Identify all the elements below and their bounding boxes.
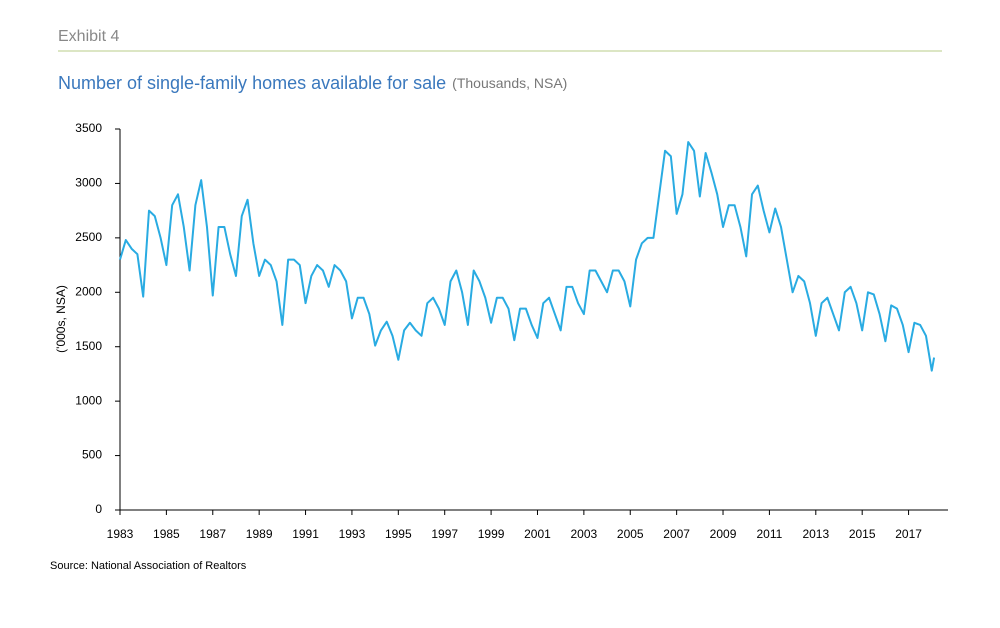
x-tick-label: 1997: [431, 527, 458, 541]
x-tick-label: 2013: [802, 527, 829, 541]
x-tick-label: 1993: [339, 527, 366, 541]
x-tick-label: 2017: [895, 527, 922, 541]
x-tick-label: 2001: [524, 527, 551, 541]
y-tick-label: 2000: [75, 284, 102, 298]
y-tick-label: 2500: [75, 230, 102, 244]
x-tick-label: 2003: [571, 527, 598, 541]
x-tick-label: 2009: [710, 527, 737, 541]
x-tick-label: 2007: [663, 527, 690, 541]
x-tick-label: 1987: [199, 527, 226, 541]
y-tick-label: 500: [82, 448, 102, 462]
x-tick-label: 2011: [757, 527, 783, 541]
y-tick-label: 3500: [75, 121, 102, 135]
x-tick-label: 1985: [153, 527, 180, 541]
chart-heading: Number of single-family homes available …: [58, 73, 567, 93]
chart-title: Number of single-family homes available …: [58, 73, 446, 93]
y-axis-label: ('000s, NSA): [54, 285, 68, 353]
source-note: Source: National Association of Realtors: [50, 560, 247, 572]
exhibit-label: Exhibit 4: [58, 28, 119, 45]
x-tick-label: 1995: [385, 527, 412, 541]
y-tick-label: 1500: [75, 339, 102, 353]
x-tick-label: 1983: [107, 527, 134, 541]
y-tick-label: 1000: [75, 393, 102, 407]
x-tick-label: 1991: [292, 527, 319, 541]
x-tick-label: 1999: [478, 527, 505, 541]
x-tick-label: 2005: [617, 527, 644, 541]
y-tick-label: 0: [95, 502, 102, 516]
data-line: [119, 141, 936, 372]
chart-subtitle: (Thousands, NSA): [452, 75, 567, 91]
y-tick-label: 3000: [75, 176, 102, 190]
x-tick-label: 1989: [246, 527, 273, 541]
x-tick-label: 2015: [849, 527, 876, 541]
